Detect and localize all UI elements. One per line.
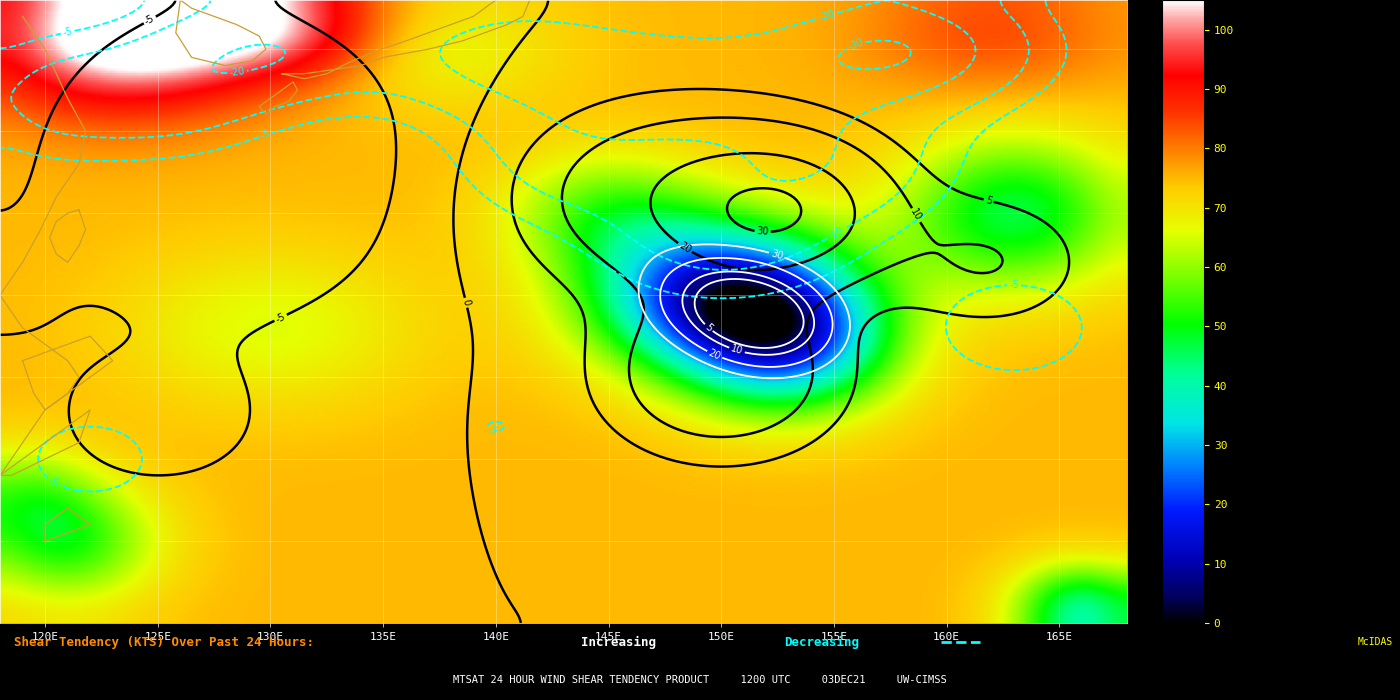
Text: 20: 20 — [678, 240, 693, 256]
Text: 5: 5 — [984, 195, 993, 206]
Text: -5: -5 — [259, 129, 272, 141]
Text: McIDAS: McIDAS — [1358, 637, 1393, 647]
Text: -5: -5 — [274, 311, 287, 324]
Text: 10: 10 — [909, 207, 924, 223]
Text: -5: -5 — [486, 424, 498, 437]
Text: Shear Tendency (KTS) Over Past 24 Hours:: Shear Tendency (KTS) Over Past 24 Hours: — [14, 636, 322, 648]
Text: 30: 30 — [756, 227, 769, 237]
Text: 5: 5 — [703, 322, 714, 334]
Text: -5: -5 — [62, 27, 74, 38]
Text: 0: 0 — [461, 299, 472, 307]
Text: MTSAT 24 HOUR WIND SHEAR TENDENCY PRODUCT     1200 UTC     03DEC21     UW-CIMSS: MTSAT 24 HOUR WIND SHEAR TENDENCY PRODUC… — [454, 675, 946, 685]
Text: 30: 30 — [770, 248, 784, 262]
Text: Increasing: Increasing — [581, 636, 657, 649]
Text: 20: 20 — [707, 347, 722, 362]
Text: -20: -20 — [228, 66, 246, 78]
Text: -5: -5 — [1009, 280, 1019, 290]
Text: Decreasing: Decreasing — [784, 636, 860, 649]
Text: -10: -10 — [827, 225, 846, 241]
Text: -30: -30 — [847, 38, 865, 52]
Text: 10: 10 — [729, 344, 745, 357]
Text: -5: -5 — [143, 13, 157, 27]
Text: -5: -5 — [46, 475, 60, 489]
Text: -20: -20 — [819, 8, 837, 22]
